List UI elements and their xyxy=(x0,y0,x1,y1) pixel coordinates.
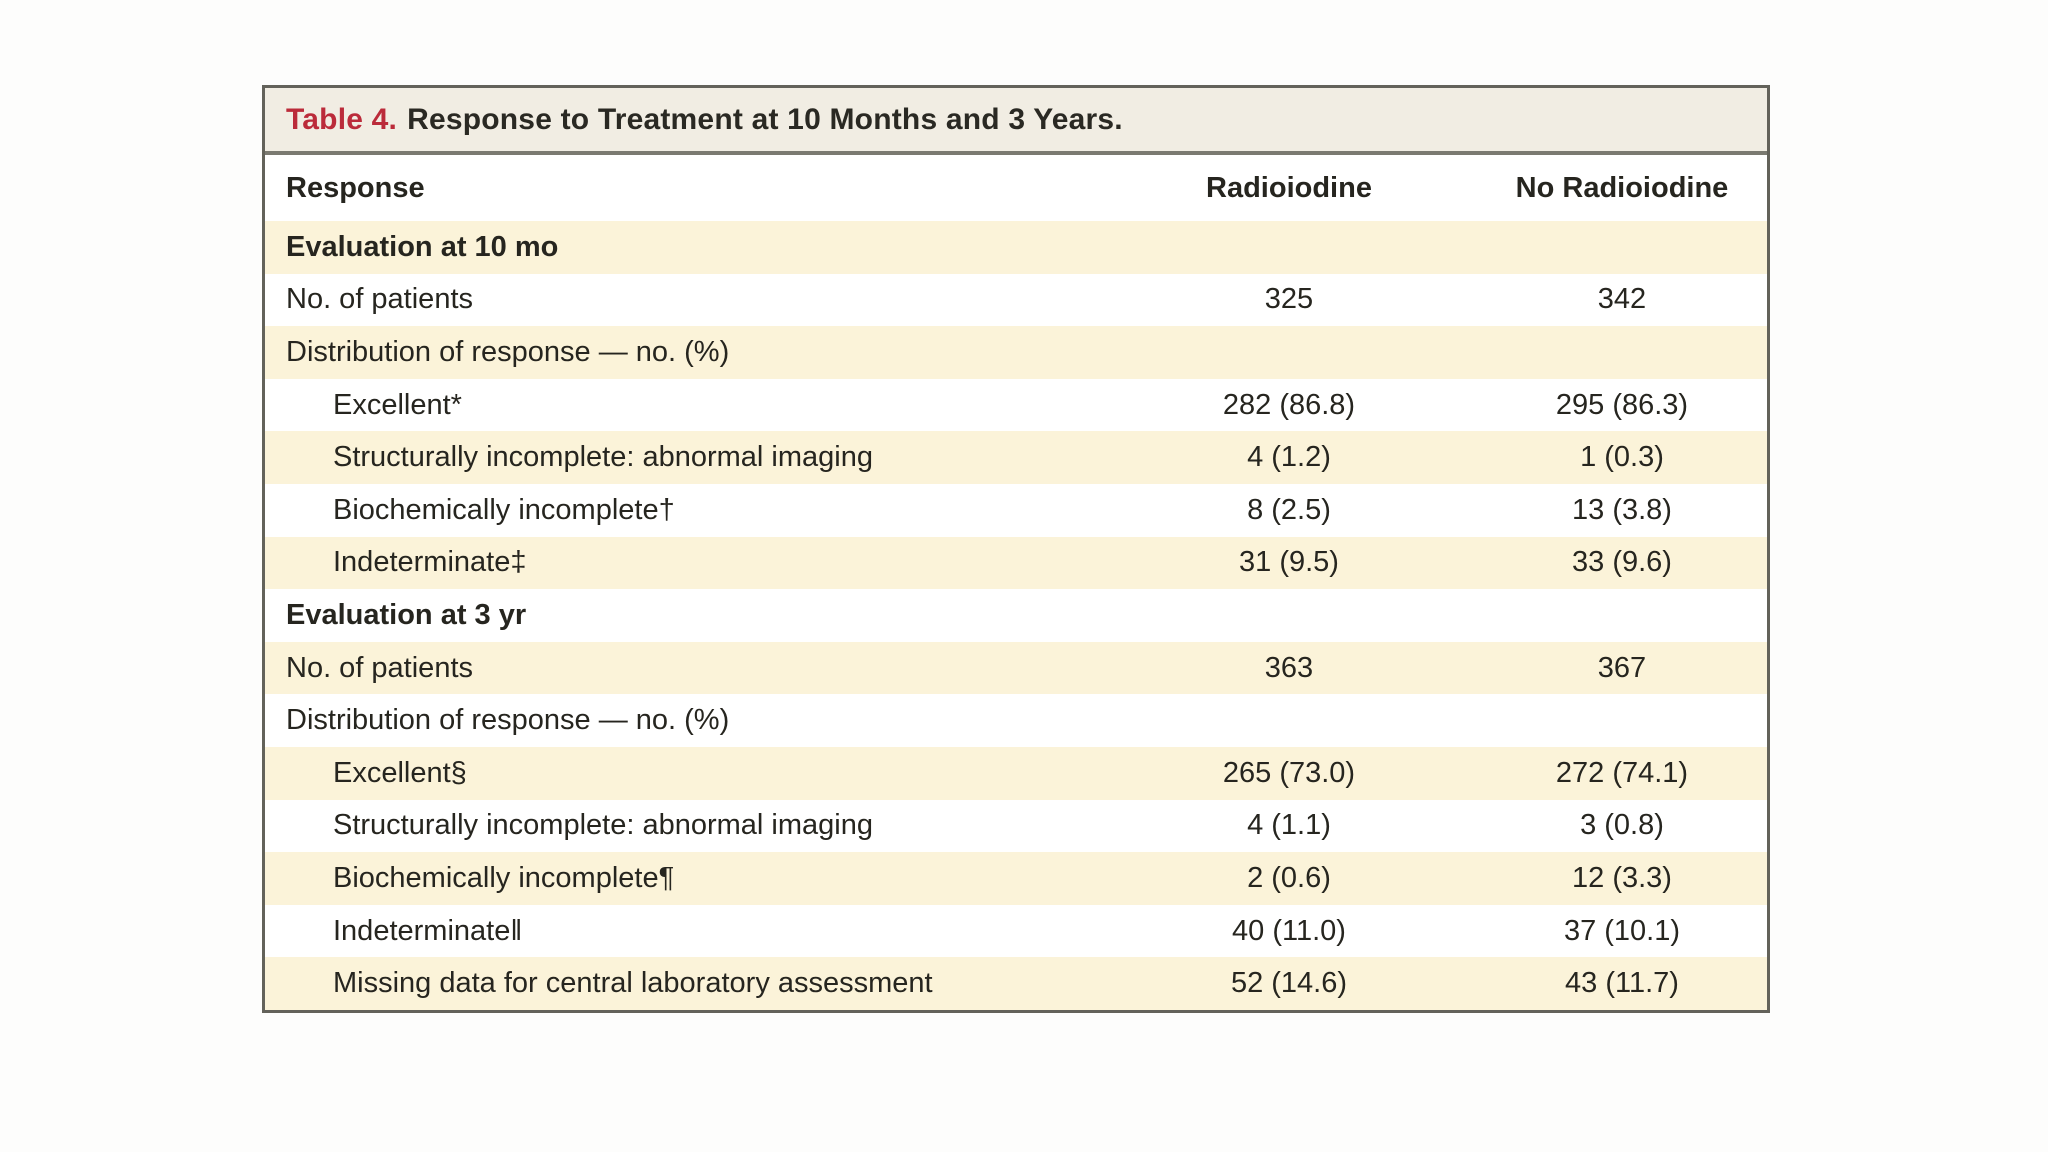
table-row: Distribution of response — no. (%) xyxy=(265,326,1767,379)
value-no-radioiodine: 12 (3.3) xyxy=(1572,861,1672,894)
column-header-row: Response Radioiodine No Radioiodine xyxy=(265,155,1767,221)
table-row: No. of patients 363 367 xyxy=(265,641,1767,695)
table-row: Biochemically incomplete¶ 2 (0.6) 12 (3.… xyxy=(265,852,1767,905)
results-table: Table 4. Response to Treatment at 10 Mon… xyxy=(262,85,1770,1013)
table-row: Structurally incomplete: abnormal imagin… xyxy=(265,799,1767,853)
row-label: Excellent§ xyxy=(333,756,467,789)
table-row: Distribution of response — no. (%) xyxy=(265,694,1767,747)
table-row: No. of patients 325 342 xyxy=(265,273,1767,327)
row-label: Indeterminate‡ xyxy=(333,546,527,579)
column-header-radioiodine: Radioiodine xyxy=(1206,171,1372,204)
row-label: Excellent* xyxy=(333,388,462,421)
row-label: No. of patients xyxy=(286,283,473,316)
table-row: Excellent* 282 (86.8) 295 (86.3) xyxy=(265,378,1767,432)
value-no-radioiodine: 37 (10.1) xyxy=(1563,914,1681,947)
row-label: Structurally incomplete: abnormal imagin… xyxy=(333,809,873,842)
value-radioiodine: 52 (14.6) xyxy=(1230,967,1348,1000)
value-no-radioiodine: 3 (0.8) xyxy=(1580,809,1664,842)
row-label: No. of patients xyxy=(286,651,473,684)
row-label: Missing data for central laboratory asse… xyxy=(333,967,933,1000)
value-radioiodine: 282 (86.8) xyxy=(1222,388,1356,421)
table-row: Structurally incomplete: abnormal imagin… xyxy=(265,431,1767,484)
value-no-radioiodine: 272 (74.1) xyxy=(1555,756,1689,789)
table-row: Indeterminate‖ 40 (11.0) 37 (10.1) xyxy=(265,904,1767,958)
column-header-no-radioiodine: No Radioiodine xyxy=(1515,171,1729,204)
value-no-radioiodine: 295 (86.3) xyxy=(1555,388,1689,421)
table-body: Evaluation at 10 mo No. of patients 325 … xyxy=(265,221,1767,1010)
table-title-text: Response to Treatment at 10 Months and 3… xyxy=(407,102,1123,136)
row-label: Evaluation at 10 mo xyxy=(286,230,559,263)
value-radioiodine: 265 (73.0) xyxy=(1222,756,1356,789)
value-no-radioiodine: 342 xyxy=(1597,283,1647,316)
table-row: Indeterminate‡ 31 (9.5) 33 (9.6) xyxy=(265,536,1767,590)
value-radioiodine: 31 (9.5) xyxy=(1239,546,1339,579)
row-label: Evaluation at 3 yr xyxy=(286,598,527,631)
table-row: Missing data for central laboratory asse… xyxy=(265,957,1767,1010)
table-number-label: Table 4. xyxy=(286,102,398,136)
row-label: Structurally incomplete: abnormal imagin… xyxy=(333,441,873,474)
value-radioiodine: 4 (1.1) xyxy=(1247,809,1331,842)
row-label: Distribution of response — no. (%) xyxy=(286,704,730,737)
row-label: Indeterminate‖ xyxy=(333,914,523,947)
value-no-radioiodine: 13 (3.8) xyxy=(1572,493,1672,526)
value-no-radioiodine: 43 (11.7) xyxy=(1565,967,1679,1000)
table-row: Excellent§ 265 (73.0) 272 (74.1) xyxy=(265,746,1767,800)
row-label: Biochemically incomplete¶ xyxy=(333,861,675,894)
table-title-bar: Table 4. Response to Treatment at 10 Mon… xyxy=(265,88,1767,155)
row-label: Biochemically incomplete† xyxy=(333,493,675,526)
table-row: Evaluation at 3 yr xyxy=(265,589,1767,642)
value-radioiodine: 4 (1.2) xyxy=(1247,441,1331,474)
value-radioiodine: 40 (11.0) xyxy=(1232,914,1346,947)
value-no-radioiodine: 1 (0.3) xyxy=(1580,441,1664,474)
column-header-response: Response xyxy=(286,171,425,204)
table-row: Evaluation at 10 mo xyxy=(265,221,1767,274)
value-radioiodine: 363 xyxy=(1264,651,1314,684)
value-no-radioiodine: 367 xyxy=(1597,651,1647,684)
value-no-radioiodine: 33 (9.6) xyxy=(1572,546,1672,579)
value-radioiodine: 325 xyxy=(1264,283,1314,316)
value-radioiodine: 2 (0.6) xyxy=(1247,861,1331,894)
value-radioiodine: 8 (2.5) xyxy=(1247,493,1331,526)
table-row: Biochemically incomplete† 8 (2.5) 13 (3.… xyxy=(265,483,1767,537)
row-label: Distribution of response — no. (%) xyxy=(286,335,730,368)
